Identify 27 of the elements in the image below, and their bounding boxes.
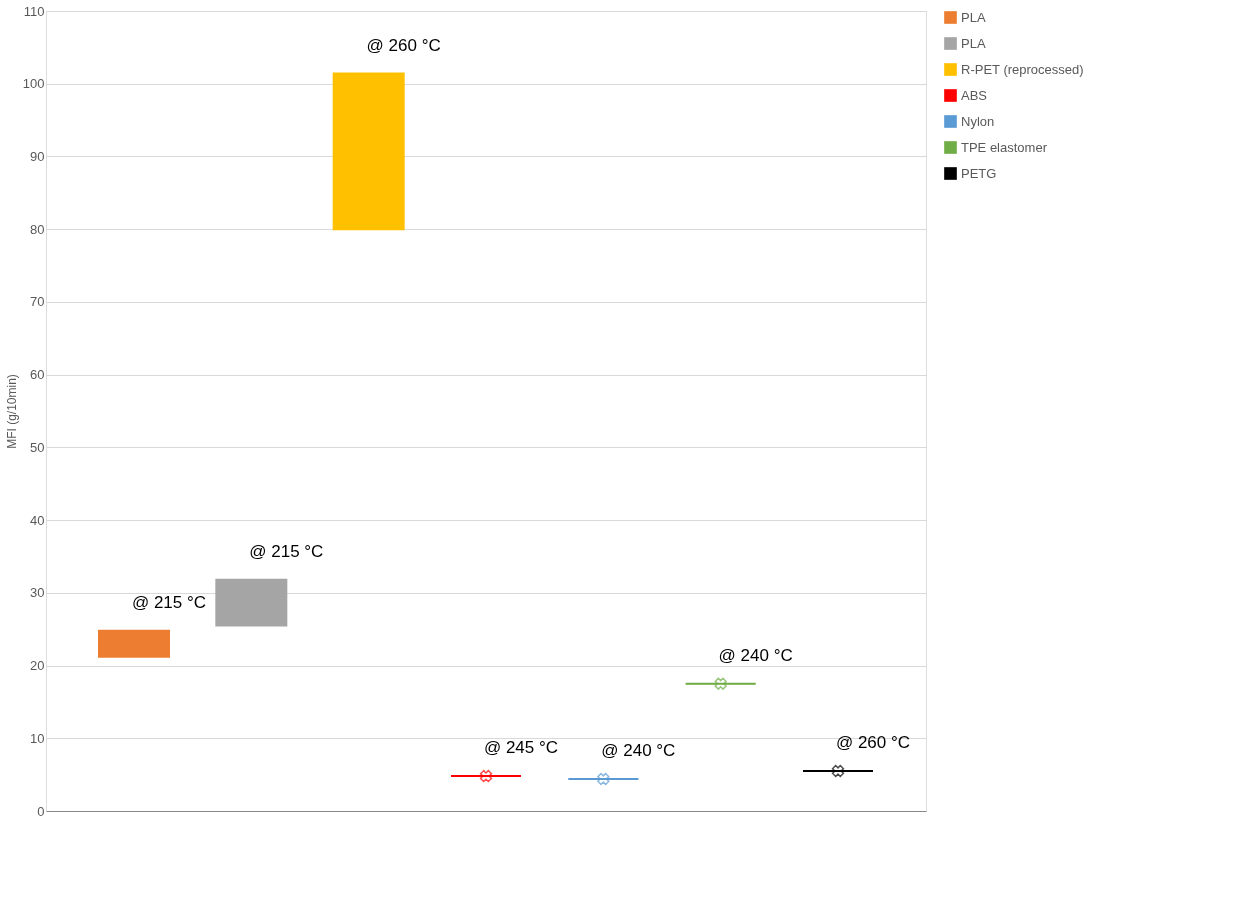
y-tick-label: 60 [30, 367, 45, 383]
y-tick-label: 30 [30, 585, 45, 601]
y-tick-label: 70 [30, 294, 45, 310]
y-tick-label: 90 [30, 148, 45, 164]
annotation: @ 245 °C [483, 738, 559, 758]
legend-label: PLA [961, 9, 986, 25]
y-tick-label: 80 [30, 221, 45, 237]
y-tick-label: 40 [30, 512, 45, 528]
legend-label: R-PET (reprocessed) [961, 61, 1084, 77]
y-tick-label: 0 [37, 803, 45, 819]
legend-label: TPE elastomer [961, 139, 1048, 155]
annotation: @ 240 °C [601, 741, 676, 760]
annotation: @ 215 °C [131, 592, 207, 612]
y-tick-label: 20 [30, 658, 45, 674]
legend-label: PLA [961, 35, 986, 51]
legend-label: PETG [961, 165, 997, 181]
legend-label: ABS [961, 87, 988, 103]
y-tick-label: 50 [30, 439, 45, 455]
annotation: @ 260 °C [366, 35, 441, 55]
y-tick-label: 100 [22, 76, 45, 92]
y-axis-title: MFI (g/10min) [4, 374, 19, 449]
y-tick-label: 110 [23, 3, 45, 19]
y-tick-label: 10 [30, 730, 45, 746]
annotation: @ 260 °C [835, 733, 911, 752]
legend-label: Nylon [961, 113, 995, 129]
annotation: @ 240 °C [718, 645, 793, 665]
annotation: @ 215 °C [249, 541, 324, 561]
